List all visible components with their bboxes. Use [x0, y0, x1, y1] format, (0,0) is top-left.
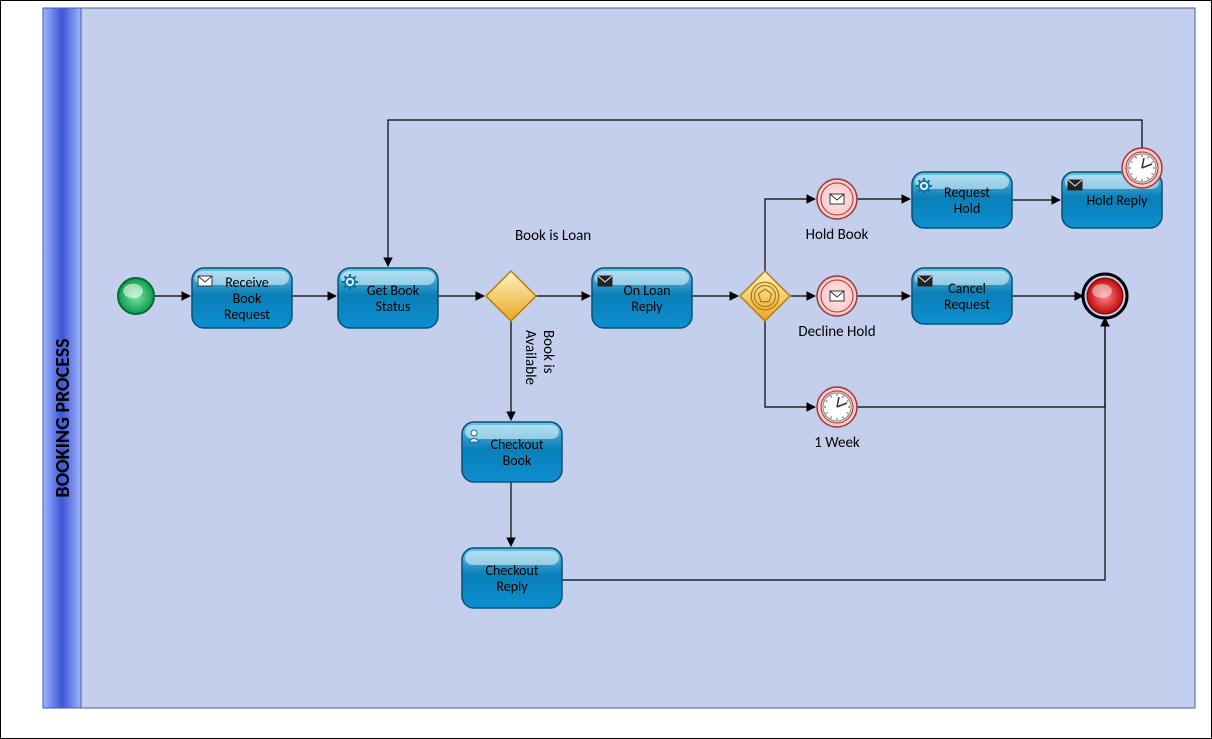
task-checkoutBook: CheckoutBook [462, 422, 562, 482]
task-label: Checkout [490, 436, 543, 453]
task-getstatus: Get BookStatus [338, 268, 438, 328]
task-label: Request [944, 184, 990, 201]
task-label: Book [233, 290, 262, 307]
task-label: Status [375, 298, 410, 315]
task-label: Reply [631, 298, 663, 315]
event-label: 1 Week [814, 434, 860, 452]
end-event [1083, 274, 1127, 318]
task-label: Get Book [367, 282, 420, 299]
task-label: Checkout [485, 562, 538, 579]
task-reqHold: RequestHold [912, 172, 1012, 228]
task-label: Reply [496, 578, 528, 595]
task-label: Cancel [948, 280, 986, 297]
label-book-is-loan: Book is Loan [515, 227, 591, 245]
pool: BOOKING PROCESS [43, 8, 1195, 708]
event-label: Decline Hold [798, 323, 875, 341]
task-onloan: On LoanReply [592, 268, 692, 328]
task-cancel: CancelRequest [912, 268, 1012, 324]
bpmn-diagram: BOOKING PROCESS ReceiveBookRequestGet Bo… [0, 0, 1212, 739]
event-evWeek: 1 Week [814, 387, 860, 452]
task-receive: ReceiveBookRequest [192, 268, 292, 328]
task-label: Receive [225, 274, 269, 291]
task-label: Request [224, 306, 270, 323]
pool-body [81, 8, 1195, 708]
task-checkoutReply: CheckoutReply [462, 548, 562, 608]
task-label: On Loan [623, 282, 670, 299]
task-label: Hold Reply [1086, 192, 1148, 209]
task-label: Hold [954, 200, 981, 217]
event-label: Hold Book [806, 226, 869, 244]
task-label: Book [503, 452, 532, 469]
task-label: Request [944, 296, 990, 313]
start-event [118, 278, 154, 314]
pool-label: BOOKING PROCESS [51, 338, 75, 497]
